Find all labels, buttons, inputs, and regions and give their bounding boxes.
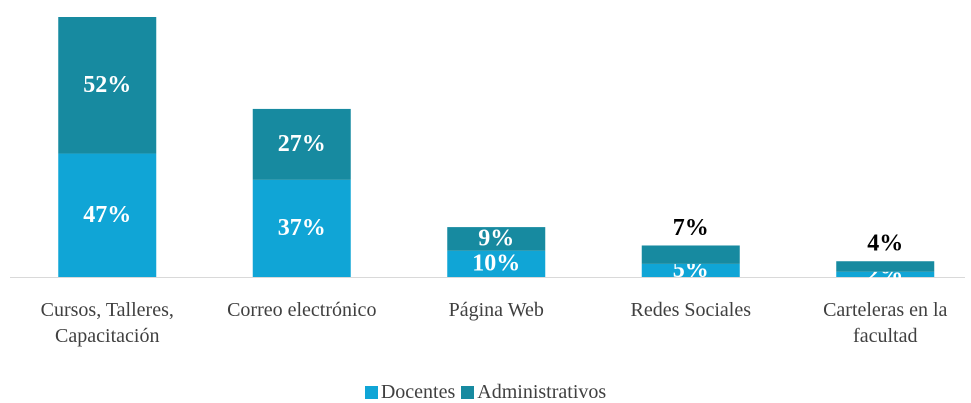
bar-segment bbox=[447, 250, 546, 277]
x-tick-label: Correo electrónico bbox=[227, 299, 377, 321]
data-label: 4% bbox=[867, 231, 903, 257]
data-label: 9% bbox=[478, 225, 514, 251]
bar-segment bbox=[252, 179, 351, 277]
x-tick-label: Cursos, Talleres, Capacitación bbox=[40, 299, 174, 347]
legend-item: Docentes bbox=[364, 381, 456, 403]
legend: Docentes Administrativos bbox=[0, 381, 971, 403]
bar-segment bbox=[836, 271, 935, 277]
x-tick-label: Página Web bbox=[448, 299, 544, 321]
bar-segment bbox=[641, 245, 740, 264]
bar-segment bbox=[58, 17, 157, 154]
legend-swatch bbox=[461, 386, 475, 399]
data-label: 10% bbox=[472, 250, 520, 276]
bar-segment bbox=[641, 263, 740, 277]
data-label: 7% bbox=[673, 215, 709, 241]
legend-label: Docentes bbox=[380, 381, 456, 403]
legend-swatch bbox=[364, 386, 378, 399]
x-tick-label: Redes Sociales bbox=[630, 299, 752, 321]
legend-item: Administrativos bbox=[461, 381, 606, 403]
x-tick-label: Carteleras en la facultad bbox=[823, 299, 948, 347]
bar-segment bbox=[58, 153, 157, 277]
data-label: 27% bbox=[278, 131, 326, 157]
data-label: 52% bbox=[83, 72, 131, 98]
bar-segment bbox=[447, 227, 546, 251]
bar-segment bbox=[836, 261, 935, 272]
legend-label: Administrativos bbox=[477, 381, 607, 403]
bar-segment bbox=[252, 108, 351, 180]
data-label: 47% bbox=[83, 202, 131, 228]
data-label: 37% bbox=[278, 215, 326, 241]
